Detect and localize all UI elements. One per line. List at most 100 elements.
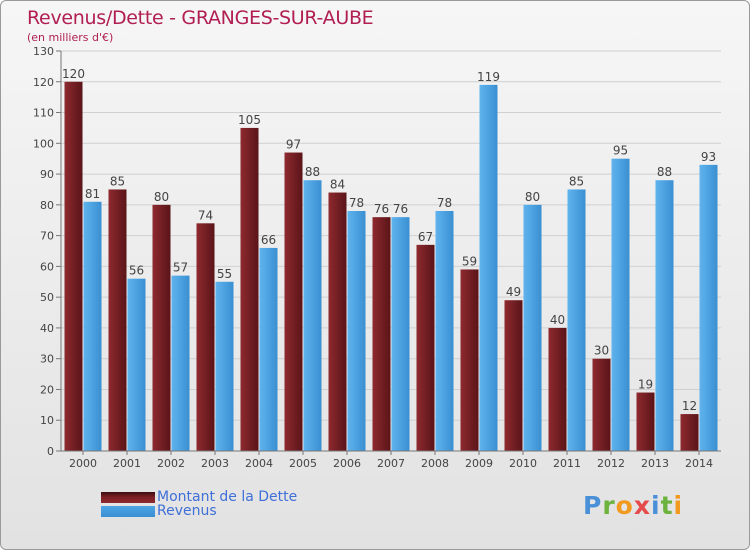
bar-dette-2012 [592,358,611,451]
bar-revenus-2005 [303,180,322,451]
bar-dette-2000 [64,81,83,452]
proxiti-logo: Proxiti [583,491,683,520]
y-tick-label: 10 [40,414,54,427]
bar-revenus-2014 [699,164,718,451]
value-label-revenus-2007: 76 [393,202,408,216]
value-label-revenus-2009: 119 [477,70,500,84]
value-label-revenus-2014: 93 [701,150,716,164]
logo-letter: i [673,491,684,520]
value-label-revenus-2003: 55 [217,267,232,281]
bar-revenus-2002 [171,275,190,451]
bar-revenus-2007 [391,217,410,451]
bar-dette-2010 [504,300,523,451]
logo-letter: x [633,491,651,520]
logo-letter: o [615,491,634,520]
value-label-dette-2004: 105 [238,113,261,127]
x-axis-ticks: 2000 2001 2002 2003 2004 2005 2006 2007 2008 2009… [69,451,713,470]
value-label-revenus-2004: 66 [261,233,276,247]
value-label-dette-2012: 30 [594,344,609,358]
bar-revenus-2009 [479,84,498,451]
x-tick-label: 2012 [597,457,625,470]
y-tick-label: 20 [40,383,54,396]
bar-revenus-2013 [655,180,674,451]
x-tick-label: 2000 [69,457,97,470]
x-tick-label: 2011 [553,457,581,470]
value-label-dette-2008: 67 [418,230,433,244]
value-label-dette-2002: 80 [154,190,169,204]
y-tick-label: 80 [40,199,54,212]
bar-revenus-2004 [259,247,278,451]
bar-dette-2008 [416,244,435,451]
logo-letter: t [660,491,674,520]
legend-swatch-revenus [101,505,155,517]
y-tick-label: 100 [33,137,54,150]
y-tick-label: 70 [40,230,54,243]
y-tick-label: 50 [40,291,54,304]
y-tick-label: 40 [40,322,54,335]
x-tick-label: 2008 [421,457,449,470]
value-label-dette-2003: 74 [198,208,213,222]
value-label-revenus-2008: 78 [437,196,452,210]
value-label-revenus-2000: 81 [85,187,100,201]
x-tick-label: 2003 [201,457,229,470]
y-tick-label: 120 [33,76,54,89]
grid-lines [61,50,721,452]
chart-subtitle: (en milliers d'€) [27,31,114,44]
y-axis-ticks: 0 10 20 30 40 50 60 70 80 90 100 110 120 130 [33,45,61,458]
x-tick-label: 2009 [465,457,493,470]
chart-title: Revenus/Dette - GRANGES-SUR-AUBE [27,7,374,29]
x-tick-label: 2013 [641,457,669,470]
x-tick-label: 2007 [377,457,405,470]
bar-dette-2014 [680,414,699,451]
legend-label-revenus: Revenus [157,503,217,519]
y-tick-label: 90 [40,168,54,181]
value-label-revenus-2011: 85 [569,174,584,188]
value-label-dette-2011: 40 [550,313,565,327]
y-tick-label: 130 [33,45,54,58]
bar-revenus-2001 [127,278,146,451]
value-label-revenus-2006: 78 [349,196,364,210]
bar-dette-2006 [328,192,347,452]
logo-letter: P [583,491,603,520]
legend-swatch-dette [101,491,155,503]
value-label-dette-2014: 12 [682,399,697,413]
legend-label-dette: Montant de la Dette [157,489,298,505]
value-label-revenus-2010: 80 [525,190,540,204]
value-label-revenus-2005: 88 [305,165,320,179]
value-label-dette-2005: 97 [286,138,301,152]
bar-revenus-2008 [435,211,454,451]
bars [64,81,718,452]
legend-item-dette: Montant de la Dette [101,489,298,505]
bar-dette-2009 [460,269,479,451]
value-label-dette-2006: 84 [330,178,345,192]
bar-dette-2003 [196,223,215,451]
bar-dette-2007 [372,217,391,451]
value-label-dette-2013: 19 [638,378,653,392]
value-label-dette-2010: 49 [506,285,521,299]
value-label-dette-2007: 76 [374,202,389,216]
y-tick-label: 30 [40,353,54,366]
bar-dette-2013 [636,392,655,451]
value-label-revenus-2002: 57 [173,261,188,275]
y-tick-label: 60 [40,260,54,273]
bar-revenus-2012 [611,158,630,451]
axes [60,51,721,452]
logo-letter: r [602,491,616,520]
bar-revenus-2000 [83,201,102,451]
bar-revenus-2011 [567,189,586,451]
value-label-dette-2009: 59 [462,254,477,268]
bar-revenus-2006 [347,211,366,451]
value-label-revenus-2013: 88 [657,165,672,179]
bar-dette-2002 [152,204,171,451]
x-tick-label: 2014 [685,457,713,470]
value-labels: 120 81 85 56 80 57 74 55 105 66 97 88 84 78 76 76 67 78 59… [62,67,716,413]
y-tick-label: 0 [47,445,54,458]
logo-letter: i [651,491,661,520]
x-tick-label: 2005 [289,457,317,470]
x-tick-label: 2010 [509,457,537,470]
bar-dette-2004 [240,127,259,451]
x-tick-label: 2001 [113,457,141,470]
bar-dette-2001 [108,189,127,451]
value-label-dette-2001: 85 [110,174,125,188]
